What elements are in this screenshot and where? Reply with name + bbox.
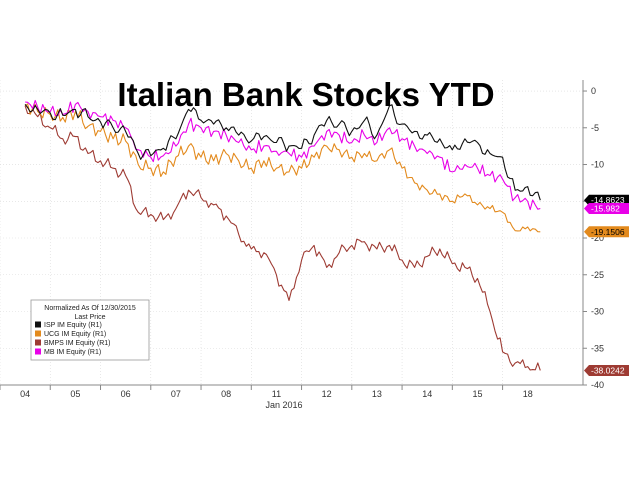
legend-label: BMPS IM Equity (R1) — [44, 340, 111, 347]
legend: Normalized As Of 12/30/2015 Last Price I… — [30, 299, 150, 361]
legend-swatch — [35, 330, 41, 337]
legend-label: MB IM Equity (R1) — [44, 349, 101, 356]
x-tick-label: 06 — [121, 389, 131, 399]
y-tick-label: -35 — [591, 343, 604, 353]
last-price-label: -38.0242 — [584, 364, 629, 376]
y-tick-label: -10 — [591, 160, 604, 170]
y-axis-ticks: 0-5-10-15-20-25-30-35-40 — [583, 86, 604, 390]
last-price-tag — [584, 202, 629, 214]
y-tick-label: -20 — [591, 233, 604, 243]
y-tick-label: 0 — [591, 86, 596, 96]
legend-label: ISP IM Equity (R1) — [44, 322, 102, 329]
y-tick-label: -5 — [591, 123, 599, 133]
legend-swatch — [35, 348, 41, 355]
y-tick-label: -25 — [591, 270, 604, 280]
last-price-value: -14.8623 — [591, 195, 625, 205]
legend-item: UCG IM Equity (R1) — [35, 330, 106, 338]
legend-swatch — [35, 321, 41, 328]
x-tick-label: 05 — [70, 389, 80, 399]
series-line — [25, 99, 541, 211]
last-price-value: -19.1506 — [591, 227, 625, 237]
legend-items: ISP IM Equity (R1) UCG IM Equity (R1) BMPS… — [35, 321, 111, 356]
y-tick-label: -30 — [591, 307, 604, 317]
chart-title: Italian Bank Stocks YTD — [117, 76, 494, 113]
x-tick-label: 11 — [272, 389, 281, 399]
legend-subheader: Last Price — [74, 314, 105, 321]
x-tick-label: 07 — [171, 389, 181, 399]
legend-box — [30, 299, 150, 361]
series-lines — [24, 99, 541, 371]
last-price-value: -15.982 — [591, 203, 620, 213]
legend-label: UCG IM Equity (R1) — [44, 331, 106, 338]
last-price-value: -38.0242 — [591, 365, 625, 375]
legend-swatch — [35, 339, 41, 346]
x-tick-label: 13 — [372, 389, 382, 399]
legend-item: BMPS IM Equity (R1) — [35, 339, 111, 347]
last-price-labels: -14.8623 -19.1506 -38.0242 -15.982 — [584, 194, 629, 376]
x-tick-label: 08 — [221, 389, 231, 399]
y-tick-label: -40 — [591, 380, 604, 390]
last-price-tag — [584, 226, 629, 238]
series-line — [24, 103, 541, 233]
x-axis-label: Jan 2016 — [265, 400, 302, 410]
last-price-label: -19.1506 — [584, 226, 629, 238]
legend-header: Normalized As Of 12/30/2015 — [44, 305, 136, 312]
series-line — [24, 103, 541, 201]
legend-item: ISP IM Equity (R1) — [35, 321, 102, 329]
x-tick-label: 12 — [322, 389, 332, 399]
legend-item: MB IM Equity (R1) — [35, 348, 101, 356]
x-tick-label: 15 — [472, 389, 482, 399]
last-price-label: -15.982 — [584, 202, 629, 214]
x-tick-label: 18 — [523, 389, 533, 399]
x-tick-label: 04 — [20, 389, 30, 399]
x-axis-ticks: 04 05 06 07 08 11 12 13 14 15 18 — [0, 385, 533, 399]
series-line — [24, 105, 541, 371]
last-price-tag — [584, 364, 629, 376]
x-tick-label: 14 — [422, 389, 432, 399]
